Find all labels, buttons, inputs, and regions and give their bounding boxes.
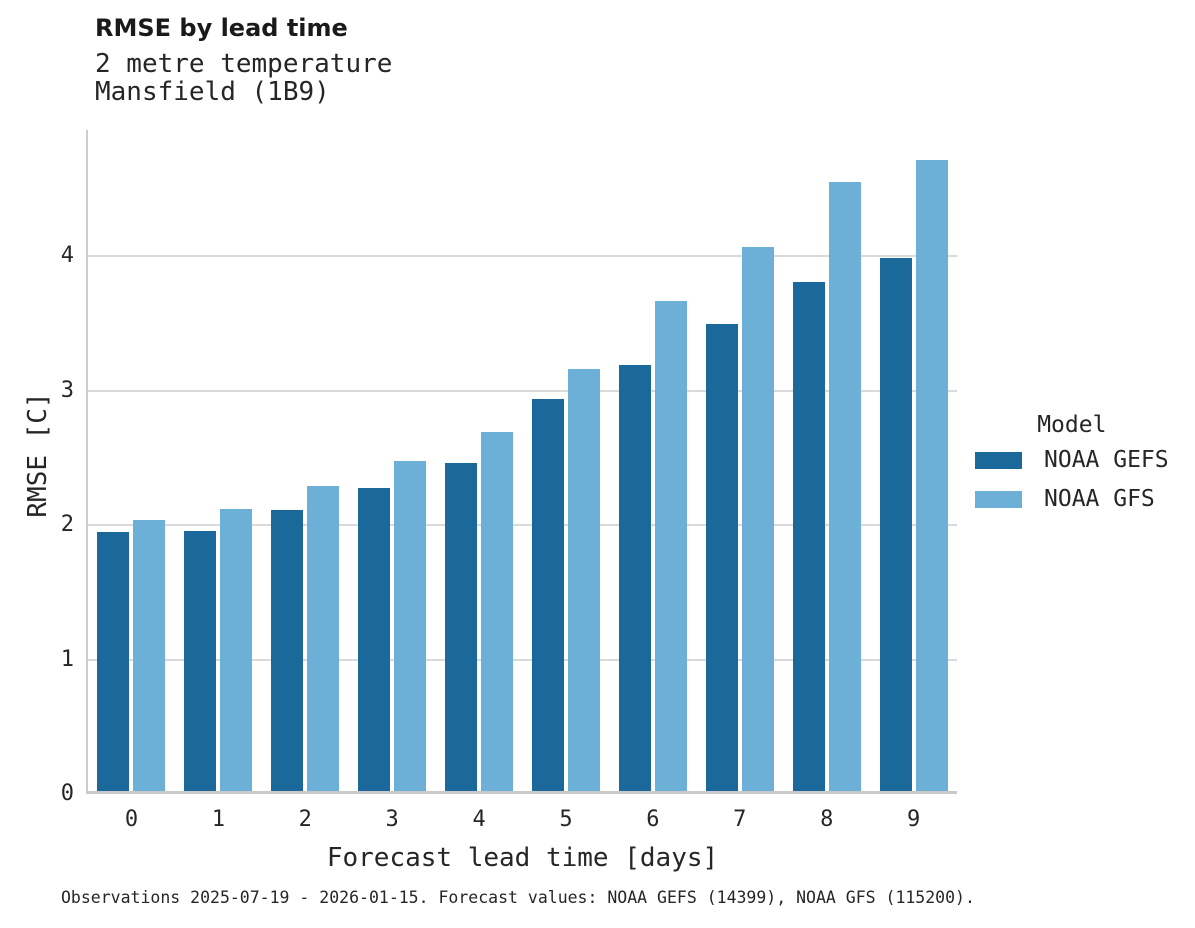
x-tick-label-8: 8 [820, 807, 834, 832]
bar-group-lead-1 [175, 130, 262, 791]
chart-subtitle-line1: 2 metre temperature [95, 49, 393, 79]
y-tick-label-3: 3 [60, 377, 74, 403]
x-tick-label-6: 6 [646, 807, 660, 832]
bar-noaa-gfs-lead-1 [220, 509, 253, 791]
bar-group-lead-6 [609, 130, 696, 791]
x-tick-label-7: 7 [733, 807, 747, 832]
x-tick-labels: 0 1 2 3 4 5 6 7 8 9 [88, 806, 957, 834]
bar-noaa-gefs-lead-5 [531, 398, 564, 791]
bar-noaa-gfs-lead-5 [567, 369, 600, 791]
bar-group-lead-2 [262, 130, 349, 791]
plot-area [86, 130, 957, 794]
legend-label-noaa-gefs: NOAA GEFS [1044, 447, 1169, 473]
legend-entries: NOAA GEFS NOAA GFS [975, 447, 1169, 512]
gridline-y-1 [88, 658, 957, 661]
x-tick-label-4: 4 [472, 807, 486, 832]
bar-group-lead-4 [436, 130, 523, 791]
bar-noaa-gfs-lead-7 [741, 246, 774, 791]
bar-group-lead-8 [783, 130, 870, 791]
x-tick-label-9: 9 [906, 807, 921, 832]
bar-noaa-gfs-lead-2 [307, 486, 340, 791]
x-tick-label-3: 3 [385, 807, 399, 832]
bar-noaa-gefs-lead-3 [358, 487, 391, 791]
x-axis-baseline [86, 790, 957, 794]
chart-subtitle-line2: Mansfield (1B9) [95, 77, 330, 107]
caption: Observations 2025-07-19 - 2026-01-15. Fo… [61, 888, 975, 907]
legend-title: Model [1037, 412, 1107, 438]
bar-noaa-gefs-lead-8 [792, 281, 825, 791]
y-tick-label-4: 4 [60, 243, 74, 269]
bar-noaa-gfs-lead-8 [828, 182, 861, 791]
bar-noaa-gefs-lead-6 [618, 365, 651, 791]
bar-noaa-gfs-lead-4 [481, 432, 514, 791]
bar-noaa-gfs-lead-6 [654, 300, 687, 791]
bar-noaa-gefs-lead-2 [271, 510, 304, 791]
x-axis-title: Forecast lead time [days] [326, 843, 719, 873]
bar-noaa-gfs-lead-0 [133, 519, 166, 791]
bar-group-lead-3 [349, 130, 436, 791]
bar-group-lead-9 [870, 130, 957, 791]
bar-group-lead-7 [696, 130, 783, 791]
bar-noaa-gfs-lead-3 [394, 460, 427, 791]
y-tick-label-0: 0 [60, 781, 74, 806]
legend-swatch-noaa-gfs [975, 490, 1022, 508]
x-tick-label-0: 0 [124, 807, 139, 832]
gridline-y-3 [88, 389, 957, 392]
legend-swatch-noaa-gefs [975, 451, 1022, 469]
gridline-y-2 [88, 524, 957, 527]
bars-layer [88, 130, 957, 791]
bar-noaa-gefs-lead-1 [184, 530, 217, 791]
legend-entry-noaa-gefs: NOAA GEFS [975, 447, 1169, 473]
y-tick-label-1: 1 [60, 646, 74, 672]
x-tick-label-5: 5 [559, 807, 573, 832]
chart-header: RMSE by lead time 2 metre temperature Ma… [95, 14, 392, 106]
gridline-y-4 [88, 255, 957, 258]
bar-noaa-gefs-lead-0 [97, 531, 130, 791]
x-tick-label-1: 1 [211, 807, 225, 832]
y-tick-labels: 0 1 2 3 4 [0, 130, 74, 806]
x-tick-label-2: 2 [298, 807, 312, 832]
bar-noaa-gefs-lead-9 [879, 257, 912, 791]
bar-noaa-gefs-lead-4 [445, 463, 478, 791]
y-axis-spine [86, 130, 88, 794]
y-tick-label-2: 2 [60, 512, 74, 538]
bar-group-lead-5 [523, 130, 610, 791]
legend-entry-noaa-gfs: NOAA GFS [975, 486, 1169, 512]
bar-noaa-gfs-lead-9 [915, 159, 948, 791]
legend-label-noaa-gfs: NOAA GFS [1044, 486, 1155, 512]
bar-noaa-gefs-lead-7 [705, 323, 738, 791]
chart-title: RMSE by lead time [95, 14, 348, 42]
bar-group-lead-0 [88, 130, 175, 791]
legend: Model NOAA GEFS NOAA GFS [975, 412, 1169, 525]
